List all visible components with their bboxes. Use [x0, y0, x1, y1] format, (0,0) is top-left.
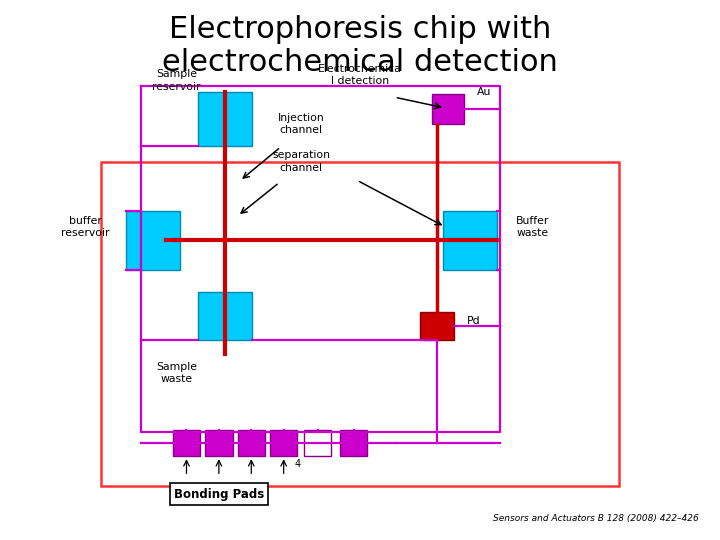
Bar	[173, 430, 200, 456]
Bar	[340, 430, 367, 456]
Bar	[443, 211, 497, 270]
Text: Bonding Pads: Bonding Pads	[174, 488, 264, 501]
Text: Electrophoresis chip with: Electrophoresis chip with	[168, 15, 552, 44]
Bar	[420, 312, 454, 340]
Text: Buffer
waste: Buffer waste	[516, 215, 549, 238]
Text: separation
channel: separation channel	[272, 151, 330, 173]
Text: electrochemical detection: electrochemical detection	[162, 48, 558, 77]
Bar	[126, 211, 180, 270]
Text: Electrochemica
l detection: Electrochemica l detection	[318, 64, 402, 86]
Bar	[270, 430, 297, 456]
Text: Pd: Pd	[467, 316, 480, 326]
Text: Sensors and Actuators B 128 (2008) 422–426: Sensors and Actuators B 128 (2008) 422–4…	[492, 514, 698, 523]
Text: buffer
reservoir: buffer reservoir	[60, 215, 109, 238]
Bar	[205, 430, 233, 456]
Bar	[198, 292, 252, 340]
Text: 4: 4	[294, 460, 300, 469]
Text: Sample
waste: Sample waste	[156, 362, 197, 384]
Bar	[304, 430, 331, 456]
Bar	[198, 92, 252, 146]
Text: Sample
reservoir: Sample reservoir	[152, 70, 201, 92]
Text: Au: Au	[477, 87, 492, 97]
Bar	[432, 94, 464, 124]
Bar	[238, 430, 265, 456]
Text: Injection
channel: Injection channel	[278, 113, 324, 135]
Bar	[101, 162, 619, 486]
